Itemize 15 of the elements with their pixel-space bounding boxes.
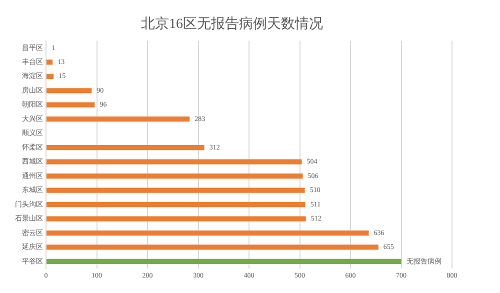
bar xyxy=(46,60,53,65)
bar xyxy=(46,202,306,208)
bar xyxy=(46,102,95,108)
bar xyxy=(46,230,369,236)
chart-title: 北京16区无报告病例天数情况 xyxy=(141,16,323,32)
bar xyxy=(46,173,303,179)
bar xyxy=(46,74,54,79)
bar xyxy=(46,216,306,222)
bar xyxy=(46,258,402,264)
bar xyxy=(46,159,302,164)
bar xyxy=(46,188,305,193)
bar xyxy=(46,116,190,122)
bar xyxy=(46,88,92,94)
bar xyxy=(46,145,204,150)
bar xyxy=(46,244,378,250)
